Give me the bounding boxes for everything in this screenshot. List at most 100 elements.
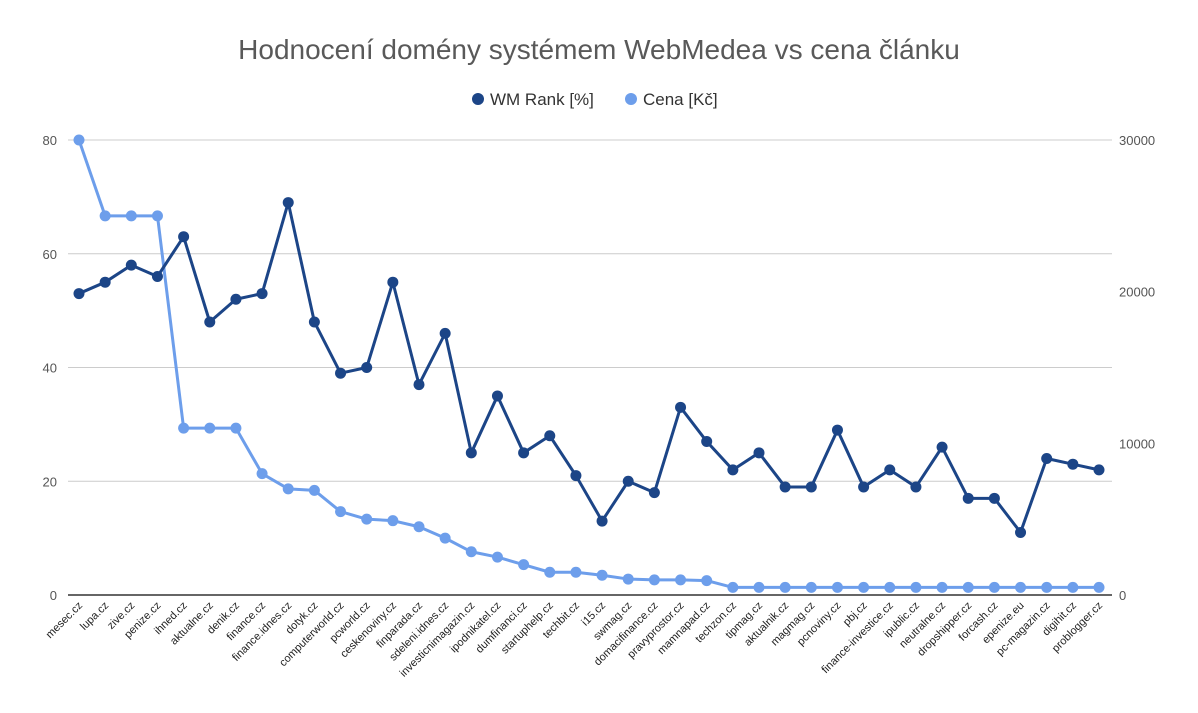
data-point <box>675 574 687 586</box>
y-right-tick-label: 20000 <box>1119 285 1155 300</box>
data-point <box>178 231 190 243</box>
series-line <box>78 201 1100 534</box>
data-point <box>125 259 137 271</box>
data-point <box>805 581 817 593</box>
data-point <box>988 492 1000 504</box>
data-point <box>439 327 451 339</box>
data-point <box>491 390 503 402</box>
x-tick-label: lupa.cz <box>78 600 111 633</box>
data-point <box>204 316 216 328</box>
data-point <box>962 581 974 593</box>
data-point <box>73 288 85 300</box>
data-point <box>779 481 791 493</box>
data-point <box>1093 581 1105 593</box>
data-point <box>831 581 843 593</box>
data-point <box>858 581 870 593</box>
series-cena <box>73 134 1105 593</box>
data-point <box>727 581 739 593</box>
data-point <box>701 575 713 587</box>
data-point <box>1041 453 1053 464</box>
data-point <box>465 447 477 459</box>
data-point <box>361 513 373 525</box>
data-point <box>884 464 896 476</box>
data-point <box>151 210 163 222</box>
data-point <box>387 515 399 527</box>
y-left-tick-label: 0 <box>50 588 57 603</box>
data-point <box>1015 581 1027 593</box>
data-point <box>335 367 347 379</box>
data-point <box>805 481 817 493</box>
data-point <box>308 484 320 496</box>
y-left-tick-label: 60 <box>43 247 57 262</box>
data-point <box>1093 464 1105 476</box>
data-point <box>335 506 347 518</box>
data-point <box>230 293 242 305</box>
data-point <box>256 288 268 300</box>
data-point <box>282 197 294 209</box>
data-point <box>439 532 451 544</box>
y-left-tick-label: 80 <box>43 133 57 148</box>
data-point <box>413 521 425 533</box>
data-point <box>701 435 713 447</box>
y-left-tick-label: 40 <box>43 361 57 376</box>
data-point <box>831 424 843 436</box>
data-point <box>125 210 137 222</box>
data-point <box>936 441 948 453</box>
data-point <box>858 481 870 493</box>
legend-label-wm-rank: WM Rank [%] <box>490 90 594 109</box>
data-point <box>204 422 216 434</box>
data-point <box>99 276 111 288</box>
series-line <box>77 139 1099 589</box>
data-point <box>570 470 582 482</box>
y-right-tick-label: 10000 <box>1119 436 1155 451</box>
data-point <box>1015 526 1027 538</box>
data-point <box>596 569 608 581</box>
x-tick-label: mesec.cz <box>44 600 85 641</box>
data-point <box>518 447 530 459</box>
data-point <box>282 483 294 495</box>
data-point <box>361 362 373 373</box>
data-point <box>675 401 687 413</box>
data-point <box>648 574 660 586</box>
data-point <box>936 581 948 593</box>
data-point <box>753 581 765 593</box>
data-point <box>413 379 425 391</box>
data-point <box>727 464 739 476</box>
data-point <box>622 573 634 585</box>
data-point <box>151 271 163 282</box>
y-left-tick-label: 20 <box>43 474 57 489</box>
legend-marker-cena <box>625 93 637 105</box>
y-right-tick-label: 30000 <box>1119 133 1155 148</box>
chart-title: Hodnocení domény systémem WebMedea vs ce… <box>238 34 960 65</box>
data-point <box>988 581 1000 593</box>
data-point <box>1067 581 1079 593</box>
data-point <box>1041 581 1053 593</box>
data-point <box>178 422 190 434</box>
data-point <box>910 481 922 493</box>
data-point <box>544 430 556 442</box>
data-point <box>256 468 268 480</box>
legend-marker-wm-rank <box>472 93 484 105</box>
data-point <box>962 492 974 504</box>
data-point <box>1067 458 1079 470</box>
legend: WM Rank [%] Cena [Kč] <box>472 90 718 109</box>
series-wm-rank <box>73 197 1105 538</box>
data-point <box>753 447 765 459</box>
data-point <box>596 515 608 527</box>
legend-label-cena: Cena [Kč] <box>643 90 718 109</box>
data-point <box>99 210 111 222</box>
data-point <box>648 487 660 499</box>
data-point <box>518 559 530 571</box>
data-point <box>779 581 791 593</box>
data-point <box>884 581 896 593</box>
data-point <box>230 422 242 434</box>
data-point <box>73 134 85 146</box>
data-point <box>570 566 582 578</box>
data-point <box>308 316 320 328</box>
data-point <box>465 546 477 558</box>
data-point <box>910 581 922 593</box>
data-point <box>544 566 556 578</box>
y-right-tick-label: 0 <box>1119 588 1126 603</box>
data-point <box>491 551 503 563</box>
